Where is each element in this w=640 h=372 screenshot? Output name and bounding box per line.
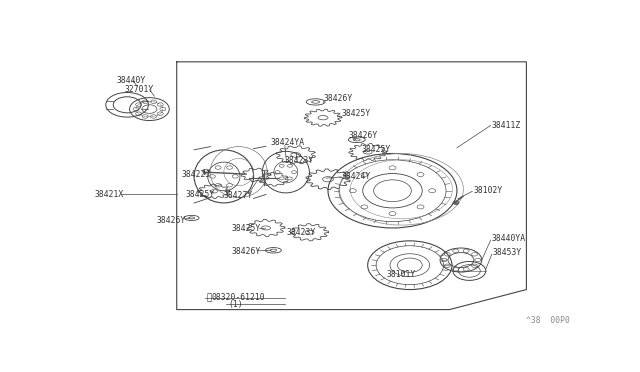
Circle shape bbox=[453, 201, 459, 205]
Text: 38425Y: 38425Y bbox=[342, 109, 371, 118]
Text: (1): (1) bbox=[229, 300, 243, 309]
Text: 38426Y: 38426Y bbox=[348, 131, 378, 140]
Text: Ⓢ: Ⓢ bbox=[207, 293, 212, 302]
Text: 38426Y: 38426Y bbox=[231, 247, 260, 256]
Text: 38102Y: 38102Y bbox=[474, 186, 502, 195]
Text: 38423Y: 38423Y bbox=[287, 228, 316, 237]
Text: 38423Y: 38423Y bbox=[285, 156, 314, 165]
Text: 38424YA: 38424YA bbox=[271, 138, 305, 147]
Text: 38426Y: 38426Y bbox=[323, 94, 352, 103]
Text: 38425Y: 38425Y bbox=[361, 145, 390, 154]
Text: 38453Y: 38453Y bbox=[493, 248, 522, 257]
Text: ^38  00P0: ^38 00P0 bbox=[527, 316, 570, 325]
Text: 38426Y: 38426Y bbox=[157, 216, 186, 225]
Text: 38427Y: 38427Y bbox=[224, 190, 253, 199]
Text: 38425Y: 38425Y bbox=[231, 224, 260, 233]
Text: 38422J: 38422J bbox=[182, 170, 211, 179]
Text: 38440Y: 38440Y bbox=[116, 76, 145, 85]
Text: 38421X: 38421X bbox=[95, 190, 124, 199]
Text: 32701Y: 32701Y bbox=[125, 85, 154, 94]
Text: 38424Y: 38424Y bbox=[342, 173, 371, 182]
Text: 08320-61210: 08320-61210 bbox=[211, 293, 265, 302]
Text: 38101Y: 38101Y bbox=[387, 270, 416, 279]
Text: 38425Y: 38425Y bbox=[185, 190, 214, 199]
Text: 38440YA: 38440YA bbox=[492, 234, 526, 243]
Text: 38411Z: 38411Z bbox=[492, 121, 521, 130]
